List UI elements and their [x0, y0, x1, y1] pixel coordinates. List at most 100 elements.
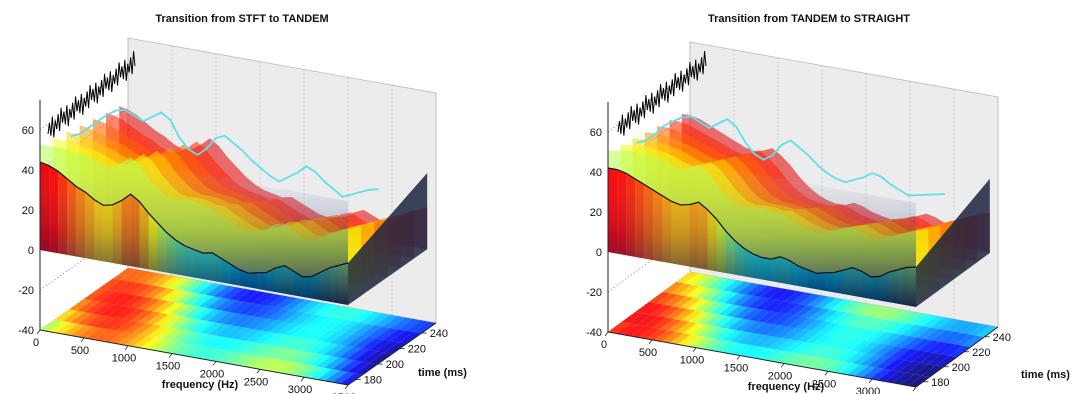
floor-cell — [776, 289, 798, 302]
floor-cell — [953, 321, 975, 333]
floor-cell — [858, 341, 880, 354]
floor-cell — [718, 304, 740, 316]
floor-cell — [833, 325, 856, 337]
floor-cell — [793, 305, 815, 317]
floor-cell — [184, 306, 207, 319]
floor-cell — [939, 331, 962, 343]
floor-cell — [224, 339, 247, 352]
floor-cell — [860, 354, 882, 366]
z-tick-label: 0 — [28, 245, 34, 257]
floor-cell — [743, 321, 765, 333]
floor-cell — [810, 320, 833, 333]
floor-cell — [698, 325, 721, 338]
floor-cell — [359, 312, 383, 324]
floor-cell — [877, 370, 899, 382]
x-tick-label: 0 — [33, 337, 39, 349]
floor-cell — [174, 279, 198, 291]
floor-cell — [608, 322, 630, 334]
floor-cell — [206, 297, 229, 310]
floor-cell — [615, 323, 638, 335]
floor-cell — [246, 330, 269, 343]
floor-cell — [892, 372, 915, 385]
floor-cell — [131, 323, 155, 335]
floor-cell — [124, 334, 148, 347]
floor-cell — [77, 313, 101, 326]
floor-cell — [869, 368, 892, 381]
floor-cell — [864, 330, 886, 342]
grid-line-z — [607, 271, 691, 333]
floor-cell — [123, 321, 147, 334]
floor-cell — [770, 301, 792, 313]
floor-cell — [914, 364, 936, 376]
floor-cell — [340, 373, 363, 385]
floor-cell — [838, 300, 860, 313]
floor-cell — [107, 292, 130, 305]
floor-cell — [831, 361, 853, 374]
x-tick — [212, 361, 217, 366]
floor-cell — [691, 274, 714, 287]
floor-cell — [306, 315, 329, 328]
floor-cell — [778, 302, 800, 314]
z-tick-label: 20 — [22, 205, 34, 217]
floor-cell — [192, 321, 215, 333]
floor-cell — [924, 328, 946, 341]
floor-cell — [693, 287, 715, 299]
floor-cell — [184, 319, 208, 332]
floor-cell — [137, 285, 160, 297]
floor-cell — [413, 321, 436, 334]
floor-cell — [883, 358, 905, 371]
floor-cell — [755, 298, 777, 310]
floor-cell — [853, 303, 875, 315]
floor-cell — [232, 354, 255, 366]
x-axis-label: frequency (Hz) — [748, 381, 825, 393]
floor-cell — [798, 343, 821, 355]
floor-cell — [154, 314, 177, 326]
floor-cell — [375, 327, 399, 340]
floor-cell — [269, 334, 292, 347]
floor-cell — [116, 320, 139, 333]
floor-cell — [638, 327, 661, 339]
floor-cell — [107, 305, 131, 318]
floor-cell — [284, 337, 308, 350]
y-tick-label: 200 — [386, 359, 404, 371]
floor-cell — [205, 284, 229, 297]
floor-cell — [941, 344, 963, 356]
floor-cell — [843, 339, 865, 351]
floor-cell — [687, 298, 709, 311]
floor-cell — [360, 325, 383, 337]
floor-cell — [99, 291, 122, 304]
floor-cell — [679, 297, 702, 309]
floor-cell — [650, 304, 673, 317]
floor-cell — [839, 313, 862, 325]
floor-cell — [766, 325, 788, 337]
floor-cell — [762, 299, 785, 312]
floor-cell — [769, 350, 792, 363]
floor-cell — [84, 301, 108, 314]
floor-cell — [949, 345, 971, 357]
floor-cell — [114, 281, 137, 293]
floor-cell — [167, 277, 190, 290]
floor-cell — [221, 300, 245, 313]
floor-cell — [932, 330, 954, 342]
floor-cell — [821, 347, 844, 360]
floor-cell — [398, 318, 421, 331]
floor-cell — [314, 316, 337, 329]
floor-cell — [223, 326, 246, 339]
floor-cell — [100, 317, 124, 330]
floor-cell — [177, 318, 200, 330]
floor-cell — [185, 332, 208, 345]
series-line-cyan — [70, 109, 379, 198]
floor-cell — [338, 334, 361, 346]
floor-cell — [844, 351, 867, 364]
floor-cell — [758, 324, 780, 336]
end-cap — [348, 173, 428, 305]
x-tick-label: 2500 — [244, 376, 268, 388]
floor-cell — [750, 322, 773, 334]
floor-cell — [791, 292, 814, 304]
floor-cell — [328, 306, 352, 319]
floor-cell — [906, 362, 928, 375]
floor-cell — [315, 343, 339, 355]
floor-cell — [775, 339, 798, 351]
floor-cell — [824, 310, 846, 323]
floor-cell — [62, 310, 85, 323]
